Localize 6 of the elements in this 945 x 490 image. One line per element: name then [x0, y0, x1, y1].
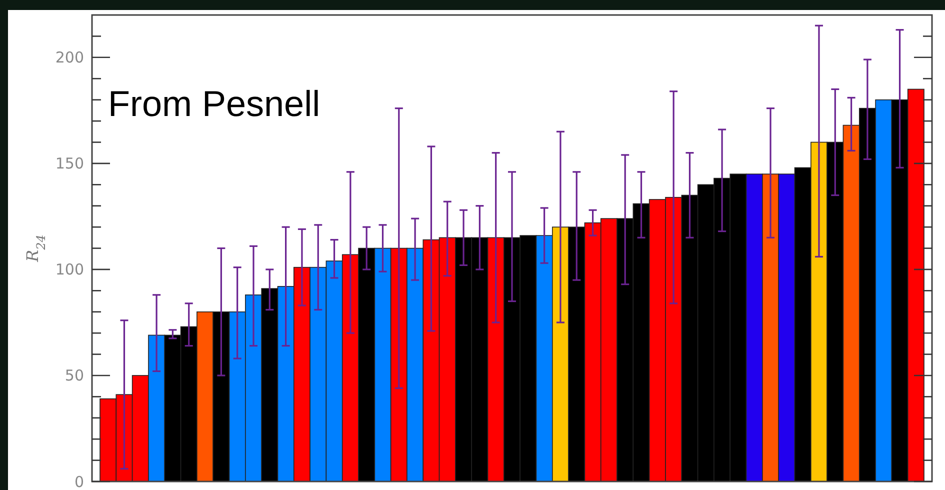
y-tick-label: 0	[74, 472, 84, 490]
y-tick-label: 200	[55, 48, 84, 67]
y-tick-label: 100	[55, 260, 84, 279]
y-tick-label: 50	[64, 366, 84, 385]
annotation: From Pesnell	[108, 83, 320, 124]
y-tick-label: 150	[55, 154, 84, 173]
